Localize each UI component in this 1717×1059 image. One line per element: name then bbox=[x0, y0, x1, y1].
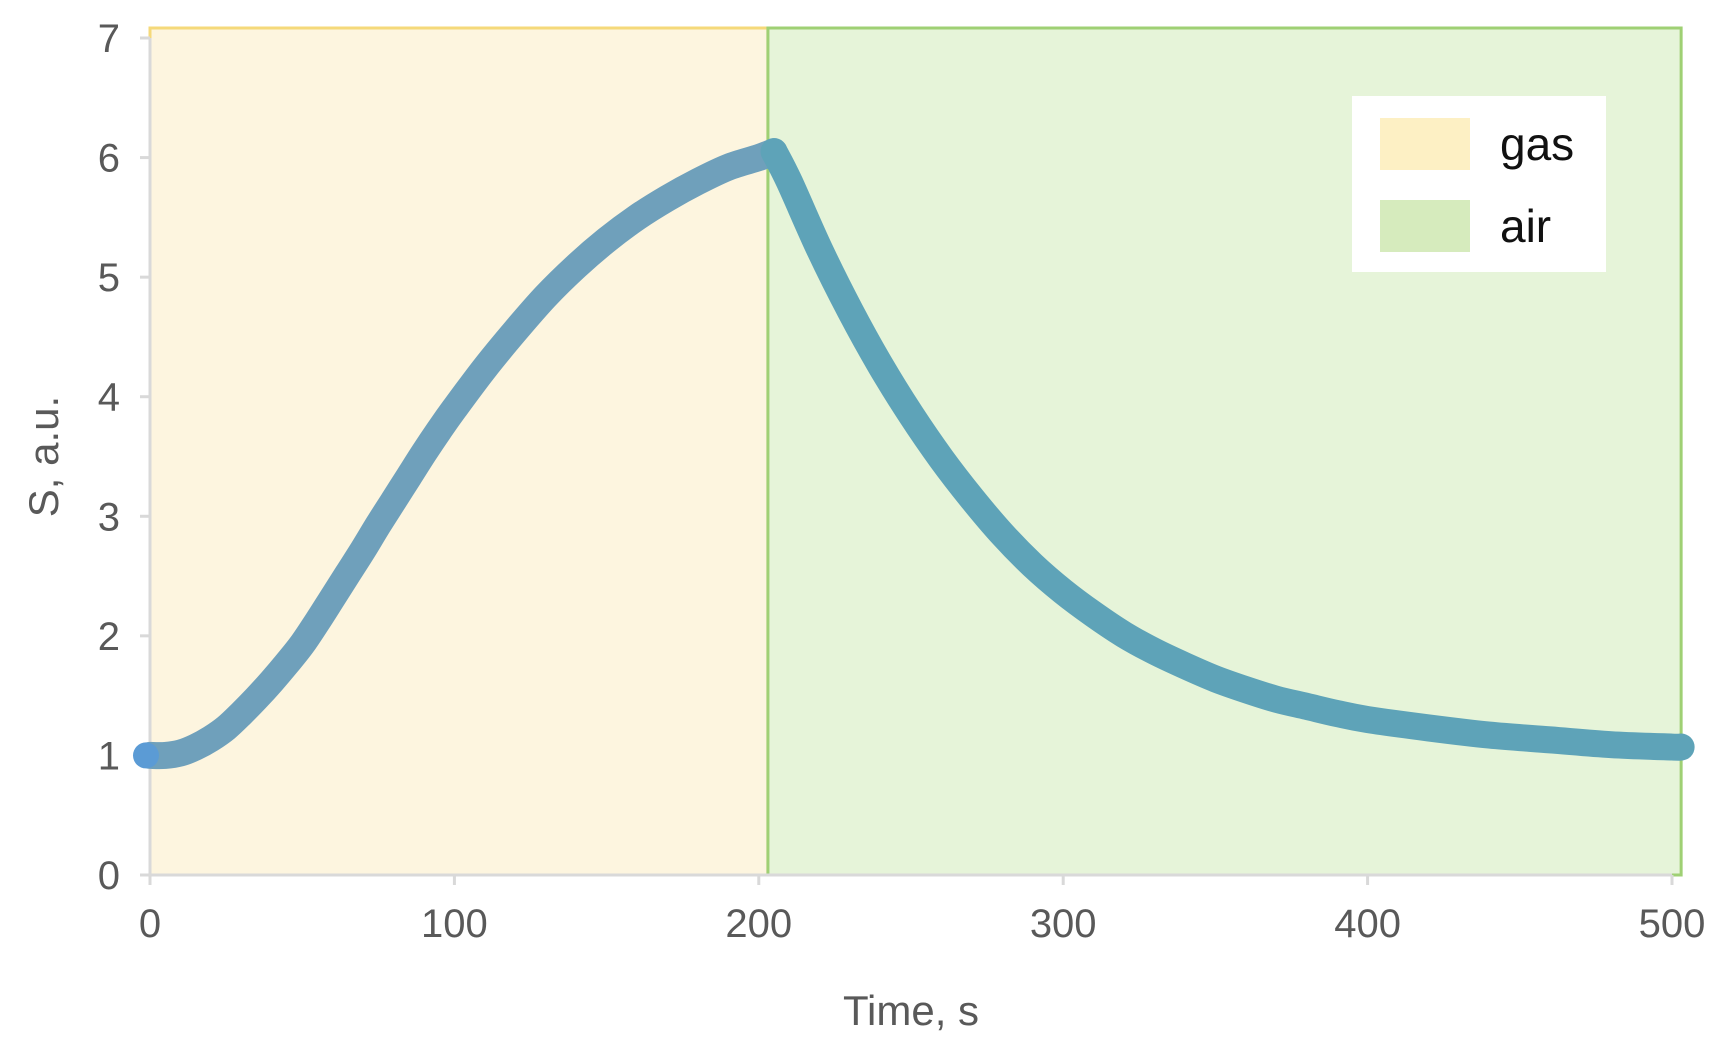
axis-ticks: 0 1 2 3 4 5 6 7 0 100 200 300 400 500 bbox=[98, 17, 1706, 946]
y-tick-label: 5 bbox=[98, 256, 120, 300]
y-tick-label: 3 bbox=[98, 495, 120, 539]
x-tick-label: 0 bbox=[139, 902, 161, 946]
x-tick-label: 100 bbox=[421, 902, 488, 946]
data-series bbox=[133, 138, 1695, 770]
region-gas bbox=[148, 26, 770, 877]
y-tick-label: 7 bbox=[98, 17, 120, 61]
legend-swatch-gas bbox=[1380, 118, 1470, 170]
legend-swatch-air bbox=[1380, 200, 1470, 252]
legend: gas air bbox=[1352, 96, 1606, 272]
x-tick-label: 500 bbox=[1639, 902, 1706, 946]
y-tick-label: 2 bbox=[98, 615, 120, 659]
y-tick-label: 0 bbox=[98, 854, 120, 898]
y-axis-title: S, a.u. bbox=[20, 396, 67, 517]
series-line-1 bbox=[760, 138, 1695, 761]
x-tick-label: 200 bbox=[725, 902, 792, 946]
x-tick-label: 400 bbox=[1334, 902, 1401, 946]
y-tick-label: 1 bbox=[98, 734, 120, 778]
x-axis-title: Time, s bbox=[843, 987, 979, 1034]
series-line-0 bbox=[136, 138, 788, 770]
legend-label-gas: gas bbox=[1500, 118, 1574, 170]
axes bbox=[148, 38, 1672, 877]
y-tick-label: 4 bbox=[98, 376, 120, 420]
legend-label-air: air bbox=[1500, 200, 1551, 252]
y-tick-label: 6 bbox=[98, 137, 120, 181]
x-tick-label: 300 bbox=[1030, 902, 1097, 946]
series-start-point bbox=[133, 742, 159, 769]
